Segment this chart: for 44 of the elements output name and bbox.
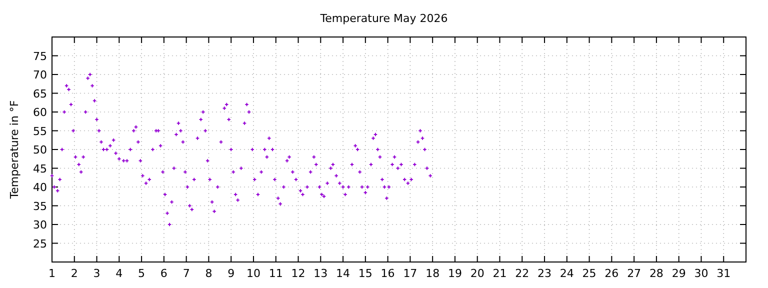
x-tick-label: 24 <box>560 267 574 280</box>
x-tick-label: 26 <box>604 267 619 280</box>
x-tick-label: 18 <box>426 267 440 280</box>
y-tick-label: 65 <box>33 87 47 100</box>
y-tick-label: 55 <box>33 124 47 138</box>
x-tick-label: 2 <box>70 267 78 280</box>
x-tick-label: 8 <box>205 267 212 280</box>
x-tick-label: 16 <box>380 267 395 280</box>
x-tick-label: 30 <box>694 267 708 280</box>
chart-title: Temperature May 2026 <box>319 12 448 25</box>
x-tick-label: 31 <box>716 267 731 280</box>
x-tick-label: 27 <box>627 267 642 280</box>
x-tick-label: 4 <box>116 267 123 280</box>
x-tick-label: 22 <box>515 267 530 280</box>
x-tick-label: 5 <box>138 267 146 280</box>
x-tick-label: 9 <box>228 267 235 280</box>
y-tick-label: 25 <box>33 237 47 250</box>
y-axis-title: Temperature in °F <box>8 100 21 200</box>
y-tick-label: 50 <box>33 144 47 156</box>
x-tick-label: 13 <box>314 267 328 280</box>
x-tick-label: 20 <box>470 267 484 280</box>
x-tick-label: 12 <box>291 267 306 280</box>
x-tick-label: 15 <box>358 267 372 280</box>
y-tick-label: 35 <box>33 200 47 213</box>
y-tick-label: 60 <box>33 106 47 119</box>
x-tick-label: 23 <box>538 267 552 280</box>
x-tick-label: 21 <box>492 267 507 280</box>
y-tick-label: 45 <box>33 162 47 176</box>
y-tick-label: 40 <box>33 181 47 194</box>
x-tick-label: 25 <box>582 267 596 280</box>
x-tick-label: 17 <box>403 267 418 280</box>
x-tick-label: 1 <box>48 267 56 280</box>
x-tick-label: 11 <box>268 267 283 280</box>
x-tick-label: 6 <box>160 267 168 280</box>
y-tick-label: 70 <box>33 68 47 82</box>
x-tick-label: 28 <box>649 267 664 280</box>
y-tick-label: 30 <box>33 218 47 232</box>
y-tick-label: 75 <box>33 50 47 63</box>
x-tick-label: 10 <box>246 267 260 280</box>
x-tick-label: 14 <box>336 267 350 280</box>
x-tick-label: 3 <box>93 267 100 280</box>
x-tick-label: 29 <box>672 267 686 280</box>
x-tick-label: 19 <box>448 267 462 280</box>
x-tick-label: 7 <box>182 267 190 280</box>
